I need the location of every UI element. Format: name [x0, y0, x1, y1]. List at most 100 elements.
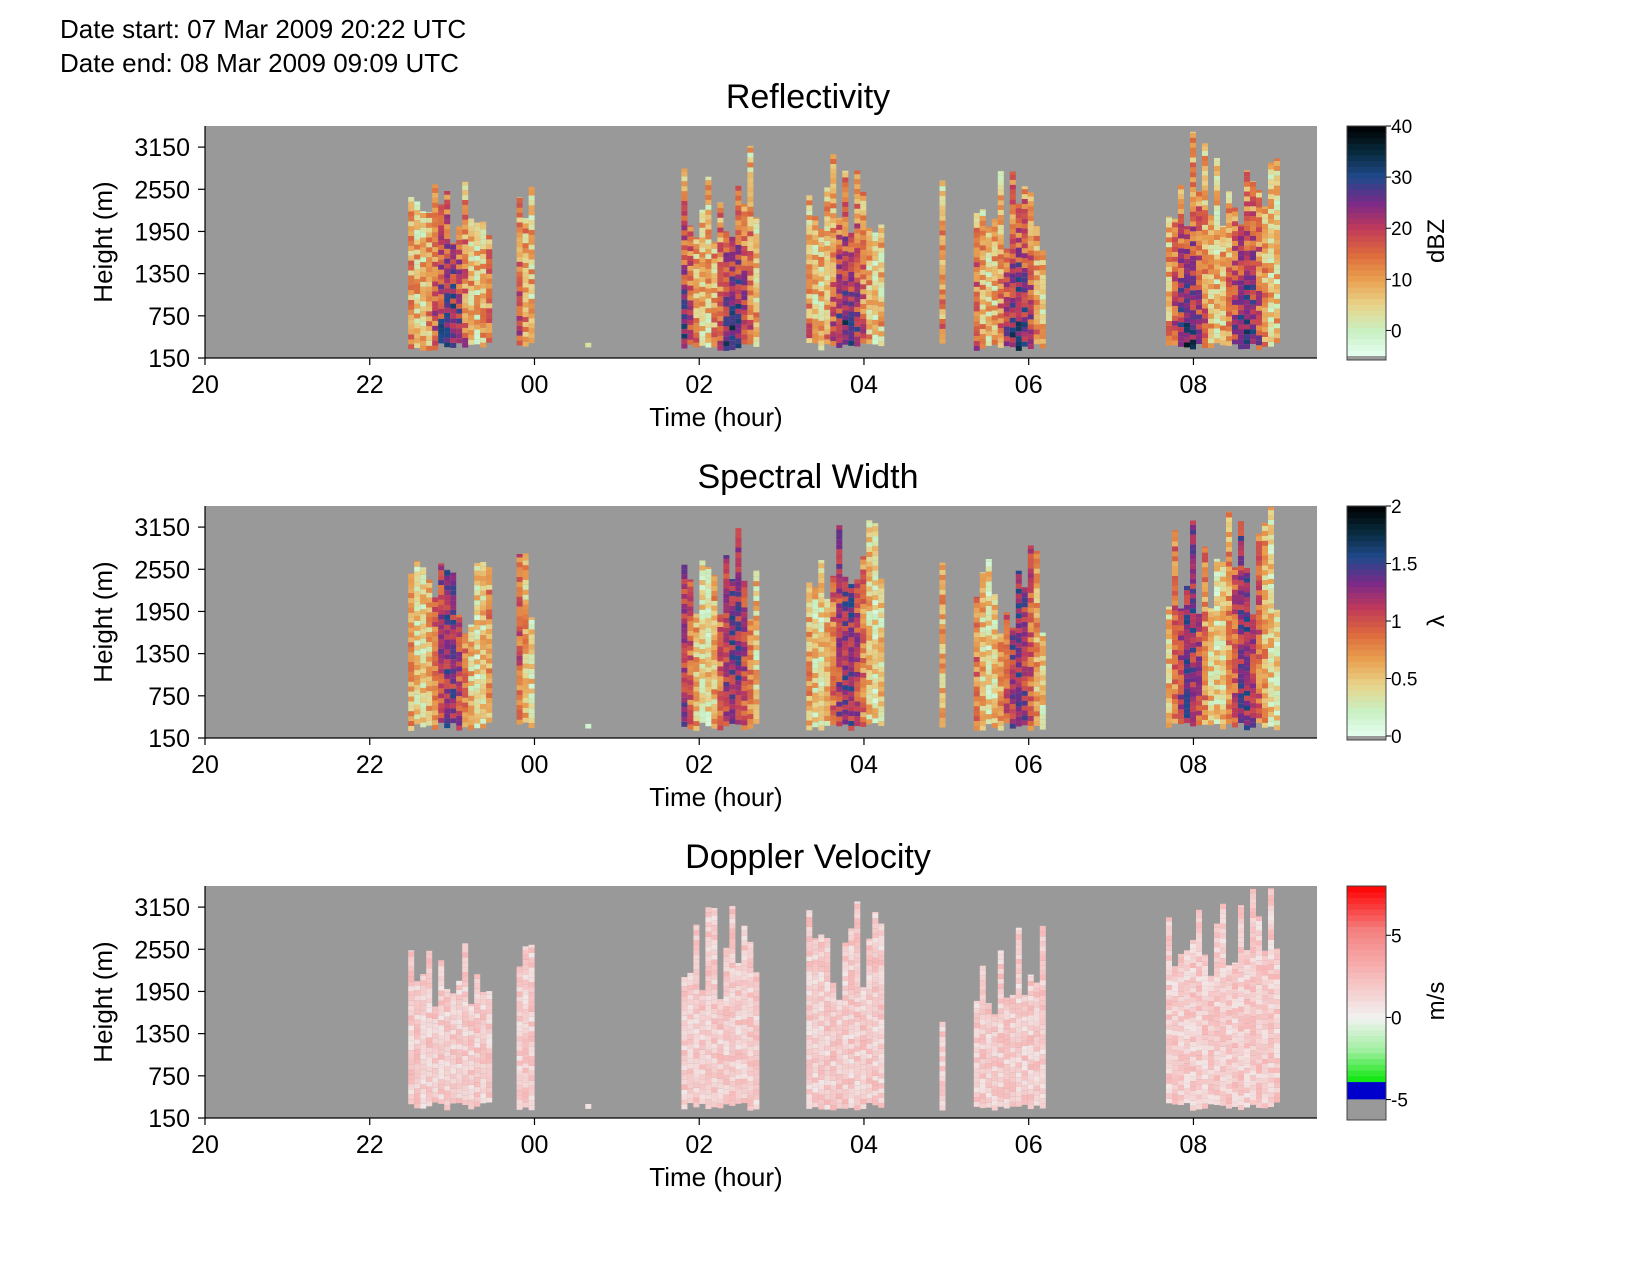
echo-cell: [1027, 230, 1034, 236]
echo-cell: [705, 593, 712, 599]
echo-cell: [753, 273, 760, 278]
echo-cell: [1208, 636, 1214, 642]
echo-cell: [860, 574, 867, 580]
echo-cell: [854, 691, 861, 697]
echo-cell: [528, 318, 535, 324]
echo-cell: [854, 198, 861, 204]
echo-cell: [426, 335, 433, 341]
echo-cell: [426, 950, 433, 954]
echo-cell: [1202, 621, 1208, 627]
echo-cell: [450, 279, 457, 284]
echo-cell: [735, 220, 742, 226]
echo-cell: [474, 285, 481, 291]
echo-cell: [1238, 329, 1244, 335]
echo-cell: [699, 311, 706, 317]
echo-cell: [1009, 713, 1016, 719]
echo-cell: [812, 633, 819, 639]
echo-cell: [1184, 342, 1190, 348]
echo-cell: [1166, 693, 1172, 699]
echo-cell: [878, 321, 885, 327]
echo-cell: [474, 304, 481, 310]
echo-cell: [836, 642, 843, 648]
echo-cell: [456, 725, 463, 731]
echo-cell: [747, 201, 754, 207]
echo-cell: [414, 640, 421, 646]
echo-cell: [753, 337, 760, 342]
echo-cell: [474, 585, 481, 591]
echo-cell: [1274, 666, 1280, 672]
echo-cell: [860, 653, 867, 658]
echo-cell: [408, 676, 415, 682]
echo-cell: [687, 339, 694, 345]
echo-cell: [450, 688, 457, 694]
echo-cell: [1172, 644, 1178, 650]
echo-cell: [528, 284, 535, 289]
echo-cell: [1214, 561, 1220, 567]
echo-cell: [1226, 601, 1232, 606]
echo-cell: [1256, 330, 1262, 336]
echo-cell: [812, 609, 819, 614]
echo-cell: [866, 314, 873, 320]
echo-cell: [462, 633, 469, 634]
echo-cell: [1202, 293, 1208, 299]
echo-cell: [1268, 667, 1274, 673]
echo-cell: [462, 195, 469, 200]
echo-cell: [1033, 642, 1040, 648]
echo-cell: [1244, 626, 1250, 632]
echo-cell: [848, 321, 855, 327]
echo-cell: [420, 1005, 427, 1011]
echo-cell: [462, 687, 469, 693]
echo-cell: [516, 330, 523, 336]
echo-cell: [991, 266, 998, 271]
echo-cell: [985, 640, 992, 646]
echo-cell: [480, 713, 487, 719]
echo-cell: [1196, 216, 1202, 221]
echo-cell: [860, 191, 867, 196]
echo-cell: [818, 710, 825, 716]
echo-cell: [1274, 298, 1280, 304]
colorbar-step: [1347, 212, 1386, 219]
echo-cell: [1202, 151, 1208, 156]
echo-cell: [705, 293, 712, 299]
echo-cell: [939, 707, 946, 713]
echo-cell: [1009, 694, 1016, 700]
echo-cell: [939, 319, 946, 324]
echo-cell: [426, 632, 433, 637]
echo-cell: [1274, 293, 1280, 299]
echo-cell: [1238, 575, 1244, 581]
echo-cell: [1033, 240, 1040, 246]
x-tick-label: 20: [191, 371, 219, 399]
echo-cell: [753, 684, 760, 690]
echo-cell: [1015, 311, 1022, 317]
echo-cell: [854, 174, 861, 180]
echo-cell: [681, 702, 688, 708]
echo-cell: [522, 312, 529, 317]
echo-cell: [528, 617, 535, 620]
echo-cell: [939, 624, 946, 630]
echo-cell: [1172, 232, 1178, 238]
echo-cell: [420, 311, 427, 317]
echo-cell: [1214, 284, 1220, 290]
echo-cell: [812, 274, 819, 280]
echo-cell: [747, 260, 754, 266]
echo-cell: [830, 311, 837, 317]
echo-cell: [444, 302, 451, 308]
echo-cell: [444, 332, 451, 338]
echo-cell: [1274, 195, 1280, 201]
echo-cell: [1027, 211, 1034, 217]
echo-cell: [432, 1014, 439, 1019]
echo-cell: [1021, 690, 1028, 696]
echo-cell: [516, 562, 523, 568]
echo-cell: [699, 624, 706, 630]
echo-cell: [729, 669, 736, 675]
echo-cell: [1039, 269, 1046, 275]
echo-cell: [1021, 700, 1028, 706]
echo-cell: [1172, 335, 1178, 341]
echo-cell: [468, 218, 475, 222]
y-tick-label: 750: [148, 683, 190, 711]
echo-cell: [1015, 570, 1022, 574]
echo-cell: [723, 321, 730, 327]
echo-cell: [432, 306, 439, 311]
echo-cell: [1172, 276, 1178, 282]
echo-cell: [830, 720, 837, 726]
